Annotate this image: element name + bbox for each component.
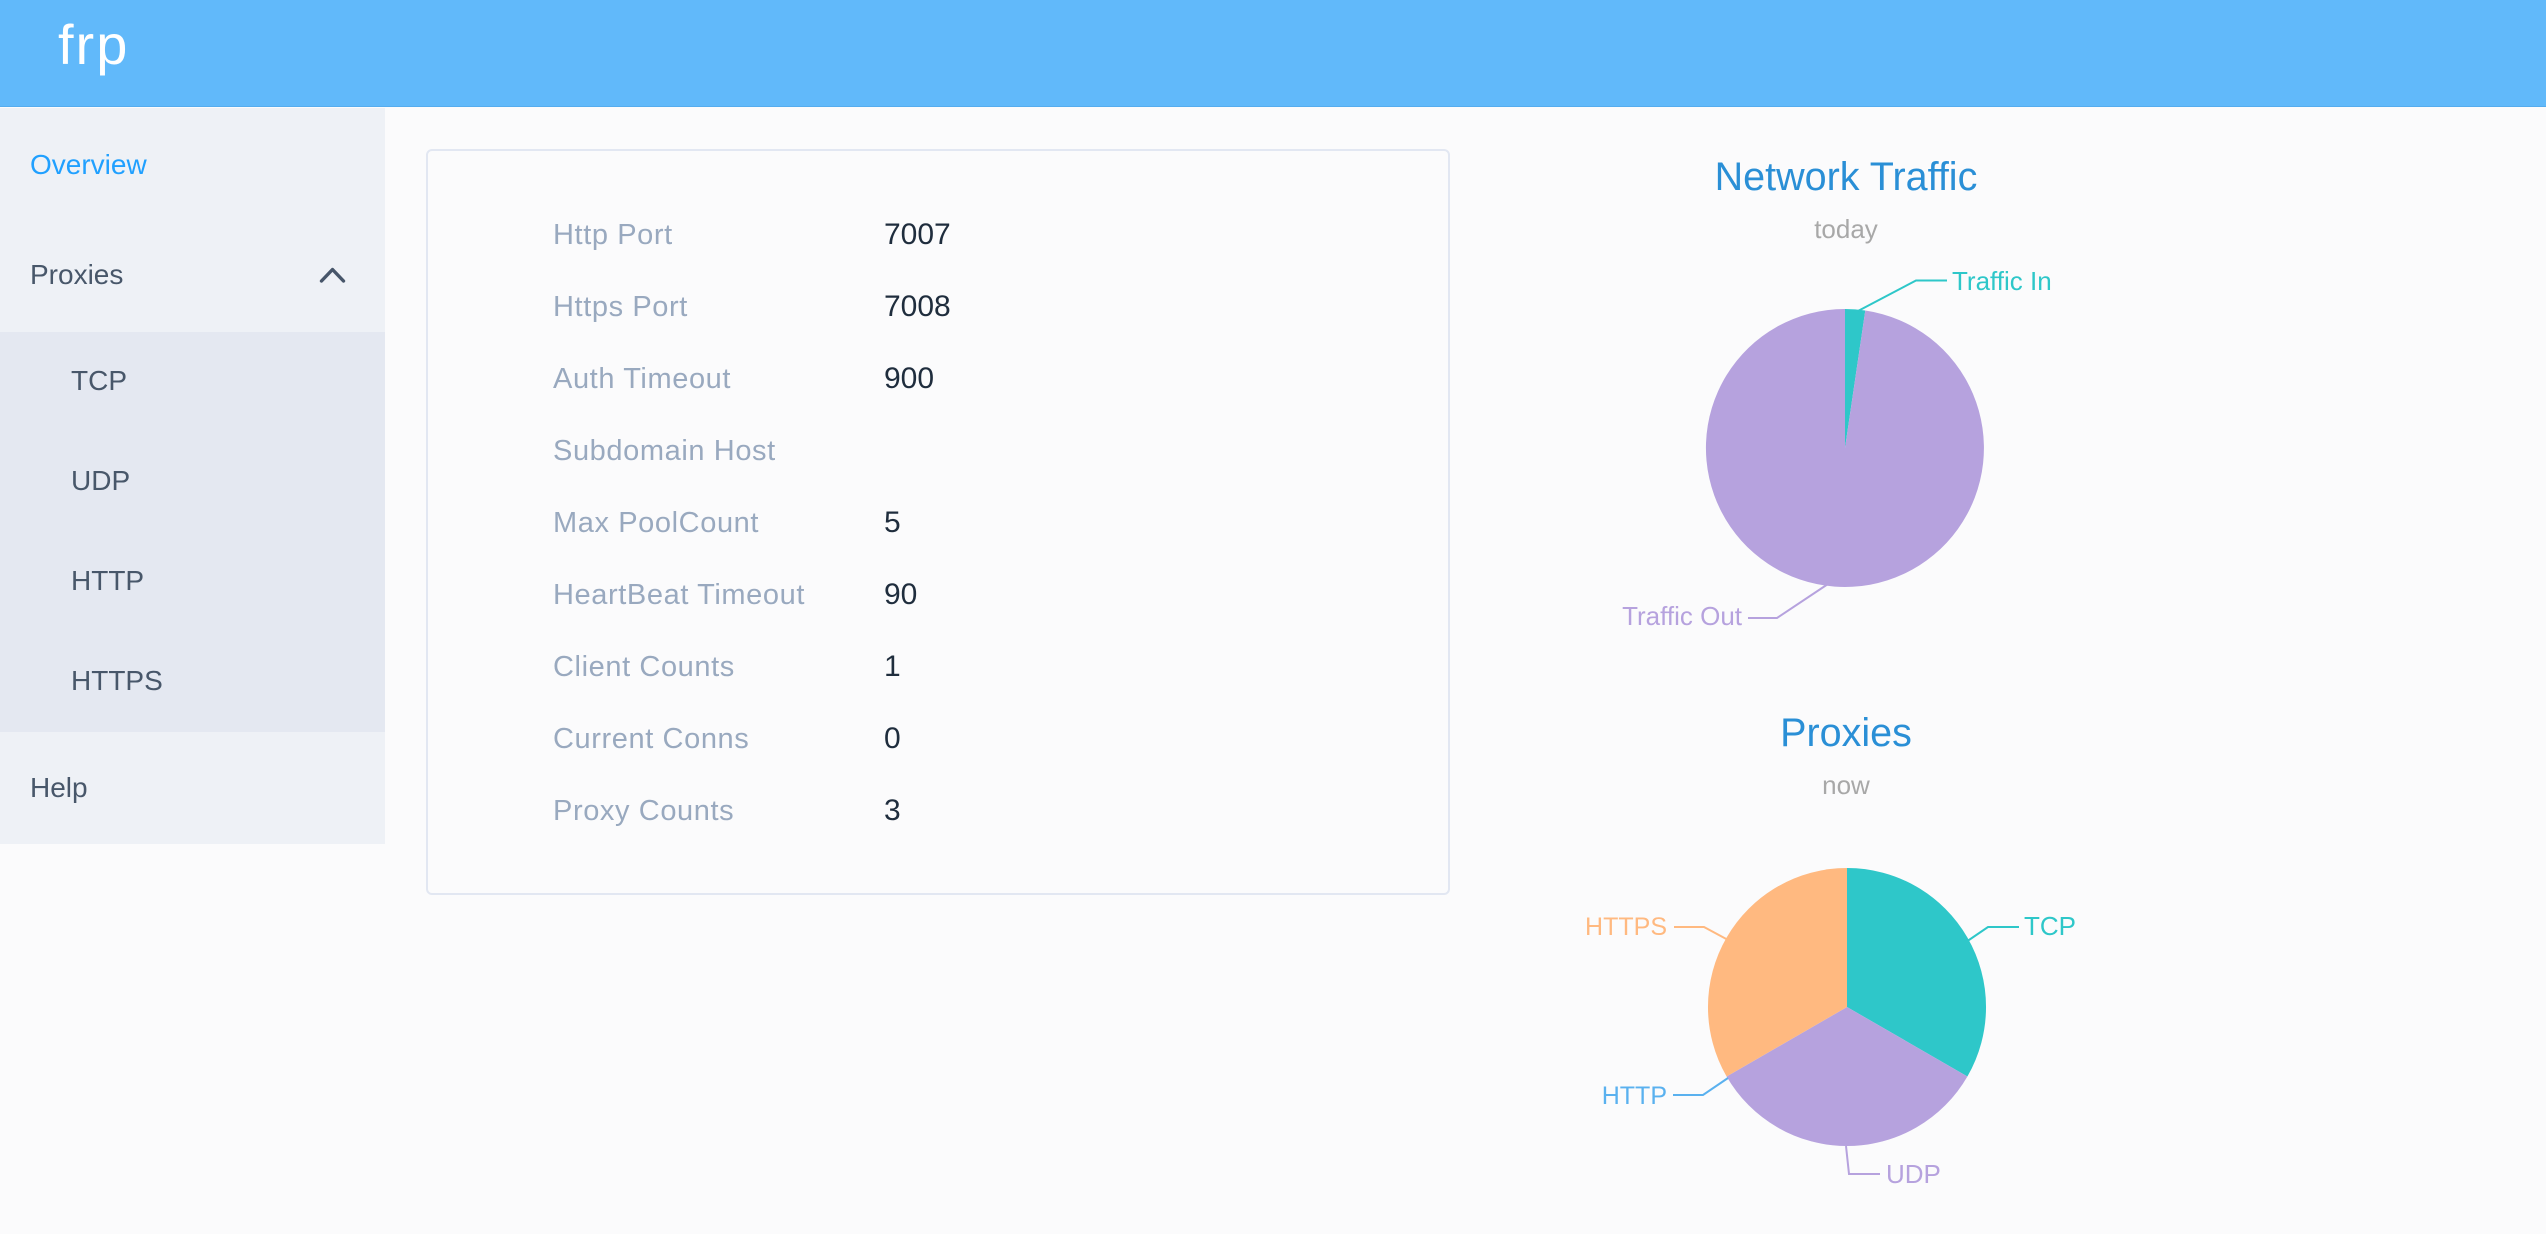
svg-text:HTTPS: HTTPS [1585,913,1667,941]
svg-text:UDP: UDP [1886,1159,1941,1189]
svg-text:TCP: TCP [2024,911,2076,941]
svg-text:Network Traffic: Network Traffic [1715,155,1978,199]
svg-text:Traffic In: Traffic In [1952,266,2052,296]
svg-text:now: now [1822,770,1870,800]
svg-text:today: today [1814,214,1878,244]
svg-text:Traffic Out: Traffic Out [1622,601,1743,631]
svg-text:HTTP: HTTP [1602,1082,1667,1110]
svg-text:Proxies: Proxies [1780,711,1912,755]
